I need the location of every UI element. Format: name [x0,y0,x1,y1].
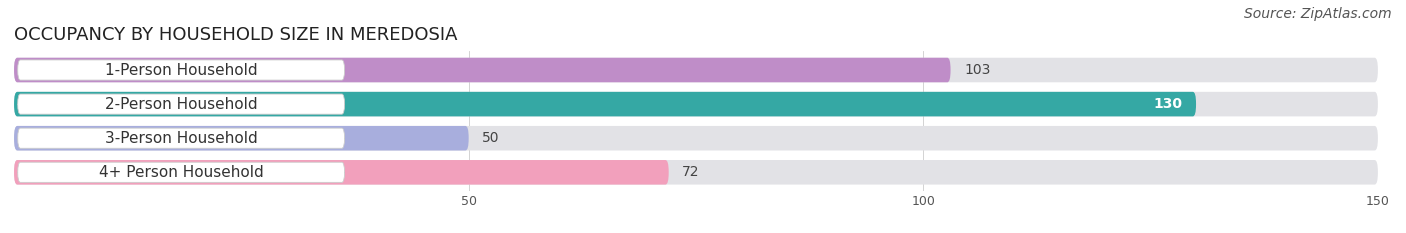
FancyBboxPatch shape [14,160,1378,185]
FancyBboxPatch shape [18,128,344,148]
Text: 3-Person Household: 3-Person Household [105,131,257,146]
FancyBboxPatch shape [14,92,1378,116]
Text: 72: 72 [682,165,700,179]
Text: 1-Person Household: 1-Person Household [105,62,257,78]
Text: 130: 130 [1153,97,1182,111]
FancyBboxPatch shape [18,60,344,80]
FancyBboxPatch shape [14,58,950,82]
Text: OCCUPANCY BY HOUSEHOLD SIZE IN MEREDOSIA: OCCUPANCY BY HOUSEHOLD SIZE IN MEREDOSIA [14,26,457,44]
FancyBboxPatch shape [14,92,1197,116]
FancyBboxPatch shape [14,58,1378,82]
FancyBboxPatch shape [14,126,468,151]
FancyBboxPatch shape [18,162,344,182]
FancyBboxPatch shape [14,126,1378,151]
Text: 2-Person Household: 2-Person Household [105,97,257,112]
FancyBboxPatch shape [18,94,344,114]
Text: 103: 103 [965,63,991,77]
Text: Source: ZipAtlas.com: Source: ZipAtlas.com [1244,7,1392,21]
Text: 50: 50 [482,131,499,145]
FancyBboxPatch shape [14,160,669,185]
Text: 4+ Person Household: 4+ Person Household [98,165,263,180]
